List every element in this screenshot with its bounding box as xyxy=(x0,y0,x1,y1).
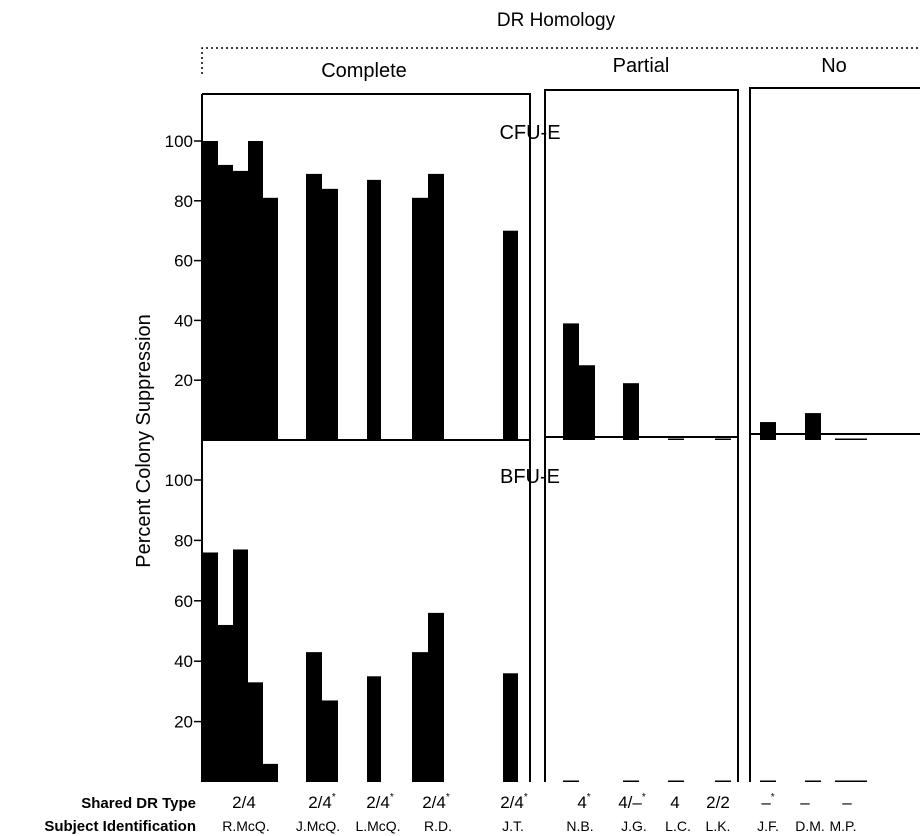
dr-type-lmcq: 2/4* xyxy=(366,792,394,812)
shared-dr-type-label: Shared DR Type xyxy=(81,795,196,812)
dr-type-lk: 2/2 xyxy=(706,793,730,812)
bar-bfu-e-dm-1 xyxy=(805,780,821,782)
group-label-partial: Partial xyxy=(613,55,670,77)
dr-homology-bracket xyxy=(201,47,920,74)
frame-no xyxy=(749,87,920,782)
dr-type-rd: 2/4* xyxy=(422,792,450,812)
subject-jt: J.T. xyxy=(502,818,524,834)
subject-nb: N.B. xyxy=(566,818,593,834)
frame-complete xyxy=(201,93,531,782)
y-tick-bfu-e-40: 40 xyxy=(174,652,193,671)
panel-title-cfu-e: CFU-E xyxy=(499,122,560,144)
dr-type-mark-jt: * xyxy=(524,792,528,803)
dr-type-lc: 4 xyxy=(670,793,679,812)
y-axis-label: Percent Colony Suppression xyxy=(133,314,155,567)
bar-bfu-e-rmcq-2 xyxy=(218,624,233,782)
group-label-complete: Complete xyxy=(321,60,407,82)
bar-bfu-e-rmcq-3 xyxy=(233,549,248,782)
bar-cfu-e-dm-1 xyxy=(805,413,821,440)
subject-lk: L.K. xyxy=(706,818,731,834)
subject-mp: M.P. xyxy=(830,818,857,834)
dr-type-mark-jmcq: * xyxy=(332,792,336,803)
bar-cfu-e-mp-2 xyxy=(851,438,867,440)
subject-dm: D.M. xyxy=(795,818,825,834)
bars-bfu-e xyxy=(203,549,867,782)
y-tick-cfu-e-80: 80 xyxy=(174,192,193,211)
bar-cfu-e-jt-1 xyxy=(503,230,518,440)
dr-type-mark-lmcq: * xyxy=(390,792,394,803)
subject-rd: R.D. xyxy=(424,818,452,834)
bar-cfu-e-jmcq-1 xyxy=(306,173,322,440)
dr-type-jt: 2/4* xyxy=(500,792,528,812)
y-tick-cfu-e-60: 60 xyxy=(174,252,193,271)
y-tick-bfu-e-60: 60 xyxy=(174,592,193,611)
bar-bfu-e-mp-1 xyxy=(835,780,851,782)
bar-cfu-e-rmcq-5 xyxy=(263,197,278,440)
dr-type-mark-nb: * xyxy=(587,792,591,803)
bar-bfu-e-jf-1 xyxy=(760,780,776,782)
y-tick-cfu-e-40: 40 xyxy=(174,311,193,330)
subject-identification-label: Subject Identification xyxy=(44,818,196,835)
bar-cfu-e-lk-1 xyxy=(715,438,731,440)
bars-cfu-e xyxy=(203,141,867,441)
dr-type-mark-rd: * xyxy=(446,792,450,803)
bar-bfu-e-nb-1 xyxy=(563,780,579,782)
bar-bfu-e-rmcq-4 xyxy=(248,682,263,782)
dr-type-jf: –* xyxy=(761,792,774,812)
dr-type-mark-jf: * xyxy=(771,792,775,803)
subject-rmcq: R.McQ. xyxy=(222,818,269,834)
bar-bfu-e-lk-1 xyxy=(715,780,731,782)
dr-type-mark-jg: * xyxy=(642,792,646,803)
subject-jg: J.G. xyxy=(621,818,647,834)
y-tick-bfu-e-100: 100 xyxy=(165,471,193,490)
dr-type-mp: – xyxy=(842,793,852,812)
bar-bfu-e-lmcq-1 xyxy=(367,676,381,782)
subject-lc: L.C. xyxy=(665,818,691,834)
subject-lmcq: L.McQ. xyxy=(355,818,400,834)
group-label-no: No xyxy=(821,55,847,77)
y-tick-cfu-e-100: 100 xyxy=(165,132,193,151)
dr-type-dm: – xyxy=(800,793,810,812)
y-tick-cfu-e-20: 20 xyxy=(174,371,193,390)
dr-type-nb: 4* xyxy=(577,792,590,812)
bar-bfu-e-jmcq-2 xyxy=(322,700,338,782)
bar-bfu-e-rmcq-5 xyxy=(263,763,278,782)
bar-cfu-e-rd-1 xyxy=(412,197,428,440)
bars-layer xyxy=(203,141,867,782)
bar-cfu-e-mp-1 xyxy=(835,438,851,440)
bar-cfu-e-rmcq-3 xyxy=(233,170,248,440)
subject-jmcq: J.McQ. xyxy=(296,818,340,834)
bar-bfu-e-lc-1 xyxy=(668,780,684,782)
bar-bfu-e-rd-1 xyxy=(412,652,428,782)
bar-cfu-e-rmcq-4 xyxy=(248,141,263,440)
bar-bfu-e-rd-2 xyxy=(428,612,444,782)
bar-bfu-e-jt-1 xyxy=(503,673,518,782)
dr-homology-label: DR Homology xyxy=(497,10,616,31)
dr-type-jmcq: 2/4* xyxy=(308,792,336,812)
panel-title-bfu-e: BFU-E xyxy=(500,466,560,488)
bar-cfu-e-lmcq-1 xyxy=(367,179,381,440)
bar-cfu-e-jg-1 xyxy=(623,383,639,440)
bar-bfu-e-jg-1 xyxy=(623,780,639,782)
y-tick-bfu-e-80: 80 xyxy=(174,531,193,550)
bar-cfu-e-rmcq-1 xyxy=(203,141,218,440)
dr-type-jg: 4/–* xyxy=(618,792,646,812)
bar-cfu-e-rd-2 xyxy=(428,173,444,440)
bar-cfu-e-nb-1 xyxy=(563,323,579,440)
bar-bfu-e-rmcq-1 xyxy=(203,552,218,782)
subject-labels: 2/4 R.McQ. 2/4* J.McQ. 2/4* L.McQ. 2/4* R.D. 2/4… xyxy=(222,792,856,834)
y-axis-ticks: 20 40 60 80 100 20 40 60 80 100 xyxy=(165,132,202,732)
bar-bfu-e-jmcq-1 xyxy=(306,652,322,782)
bar-cfu-e-nb-2 xyxy=(579,365,595,440)
bar-cfu-e-rmcq-2 xyxy=(218,164,233,441)
bar-bfu-e-mp-2 xyxy=(851,780,867,782)
bar-cfu-e-jmcq-2 xyxy=(322,188,338,440)
bar-cfu-e-lc-1 xyxy=(668,438,684,440)
subject-jf: J.F. xyxy=(757,818,779,834)
dr-type-rmcq: 2/4 xyxy=(232,793,256,812)
bar-cfu-e-jf-1 xyxy=(760,422,776,440)
y-tick-bfu-e-20: 20 xyxy=(174,713,193,732)
